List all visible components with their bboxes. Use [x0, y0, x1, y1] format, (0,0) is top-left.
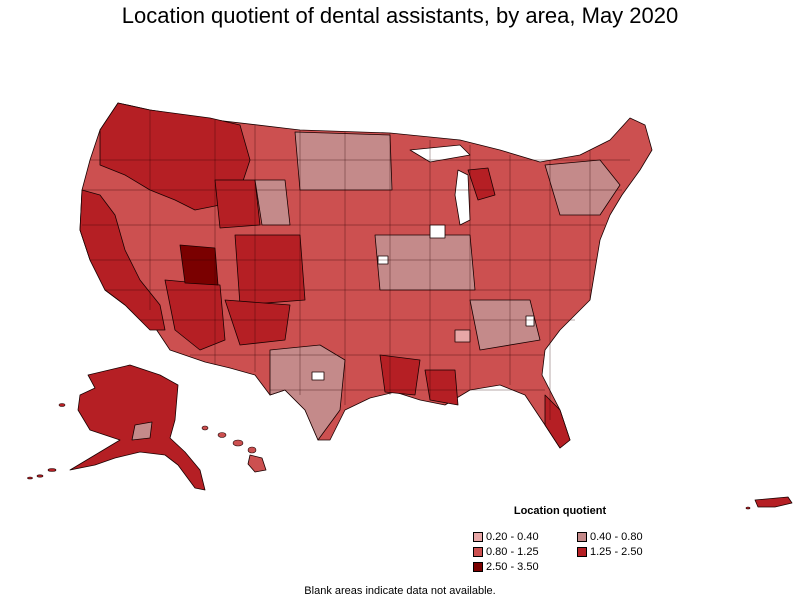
legend-item-2: 0.80 - 1.25: [473, 546, 539, 558]
region-wyoming-high: [214, 179, 261, 229]
area-boundaries: [82, 110, 630, 420]
aleutian-islands: [27, 403, 66, 480]
region-northwest-high: [99, 102, 251, 211]
legend-label: 0.40 - 0.80: [590, 531, 643, 543]
hawaii: [201, 425, 267, 473]
region-northeast-low: [544, 159, 621, 216]
alaska-low-area: [131, 421, 153, 441]
legend-title: Location quotient: [513, 505, 607, 517]
legend-label: 0.80 - 1.25: [486, 546, 539, 558]
blank-area-illinois: [429, 224, 446, 239]
lake-michigan: [454, 169, 471, 226]
legend-swatch: [473, 562, 483, 572]
legend-label: 2.50 - 3.50: [486, 561, 539, 573]
legend-label: 1.25 - 2.50: [590, 546, 643, 558]
blank-area-texas: [311, 371, 325, 381]
legend-item-3: 1.25 - 2.50: [577, 546, 643, 558]
legend-label: 0.20 - 0.40: [486, 531, 539, 543]
map-title: Location quotient of dental assistants, …: [121, 3, 679, 28]
legend-swatch: [577, 532, 587, 542]
footnote: Blank areas indicate data not available.: [304, 585, 496, 597]
legend-item-1: 0.40 - 0.80: [577, 531, 643, 543]
region-colorado-high: [234, 234, 306, 306]
legend-item-0: 0.20 - 0.40: [473, 531, 539, 543]
puerto-rico: [754, 496, 793, 508]
region-nm-high: [224, 299, 291, 346]
region-texas-low: [269, 344, 346, 441]
region-northplains-low: [294, 131, 393, 191]
region-florida-high: [544, 394, 571, 449]
region-utah-highest: [179, 244, 219, 286]
legend-swatch: [473, 547, 483, 557]
blank-area-georgia: [525, 315, 535, 327]
legend-swatch: [577, 547, 587, 557]
region-lightest: [454, 329, 471, 343]
legend-item-4: 2.50 - 3.50: [473, 561, 539, 573]
region-south-high: [379, 354, 421, 396]
legend-swatch: [473, 532, 483, 542]
